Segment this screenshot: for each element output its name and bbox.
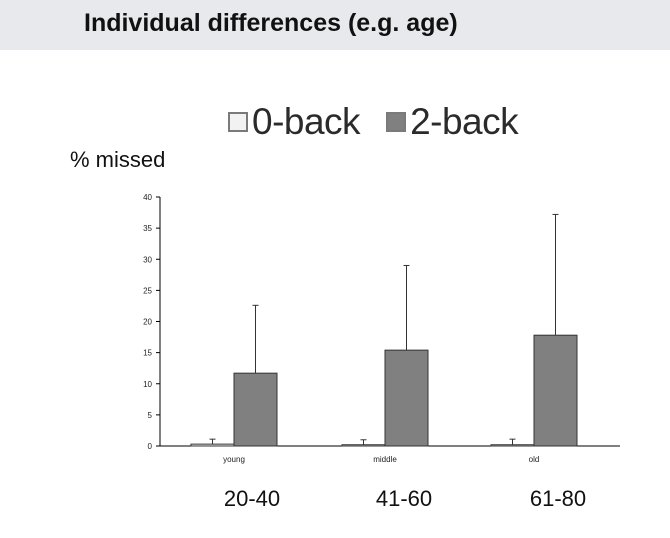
y-axis-label: % missed [70, 147, 166, 172]
legend-swatch-0back [228, 112, 248, 132]
bar-0back-old [490, 444, 535, 447]
bar-2back-old [533, 334, 578, 447]
legend-label-0back: 0-back [252, 101, 361, 142]
chart-legend: 0-back 2-back [228, 100, 544, 144]
slide-header: Individual differences (e.g. age) [0, 0, 670, 50]
legend-swatch-2back [386, 112, 407, 132]
x-tick-label-young: young [223, 455, 245, 464]
legend-item-0back: 0-back [228, 101, 361, 143]
y-tick-label: 25 [143, 286, 152, 295]
y-tick-label: 30 [143, 255, 152, 264]
x-tick-label-middle: middle [373, 455, 397, 464]
legend-item-2back: 2-back [386, 101, 519, 143]
slide-title: Individual differences (e.g. age) [84, 9, 458, 37]
y-tick-label: 0 [148, 442, 153, 451]
age-group-label-young: 20-40 [223, 486, 281, 511]
bar-2back-young [233, 372, 278, 447]
bar-2back-middle [384, 349, 429, 447]
y-tick-label: 15 [143, 349, 152, 358]
y-tick-label: 20 [143, 318, 152, 327]
y-tick-label: 40 [143, 193, 152, 202]
y-tick-label: 10 [143, 380, 152, 389]
age-group-label-old: 61-80 [529, 486, 587, 511]
y-tick-label: 35 [143, 224, 152, 233]
legend-label-2back: 2-back [410, 101, 519, 142]
y-tick-label: 5 [148, 411, 153, 420]
x-tick-label-old: old [529, 455, 540, 464]
age-group-label-middle: 41-60 [375, 486, 433, 511]
bar-0back-young [190, 443, 235, 447]
bar-0back-middle [341, 444, 386, 447]
